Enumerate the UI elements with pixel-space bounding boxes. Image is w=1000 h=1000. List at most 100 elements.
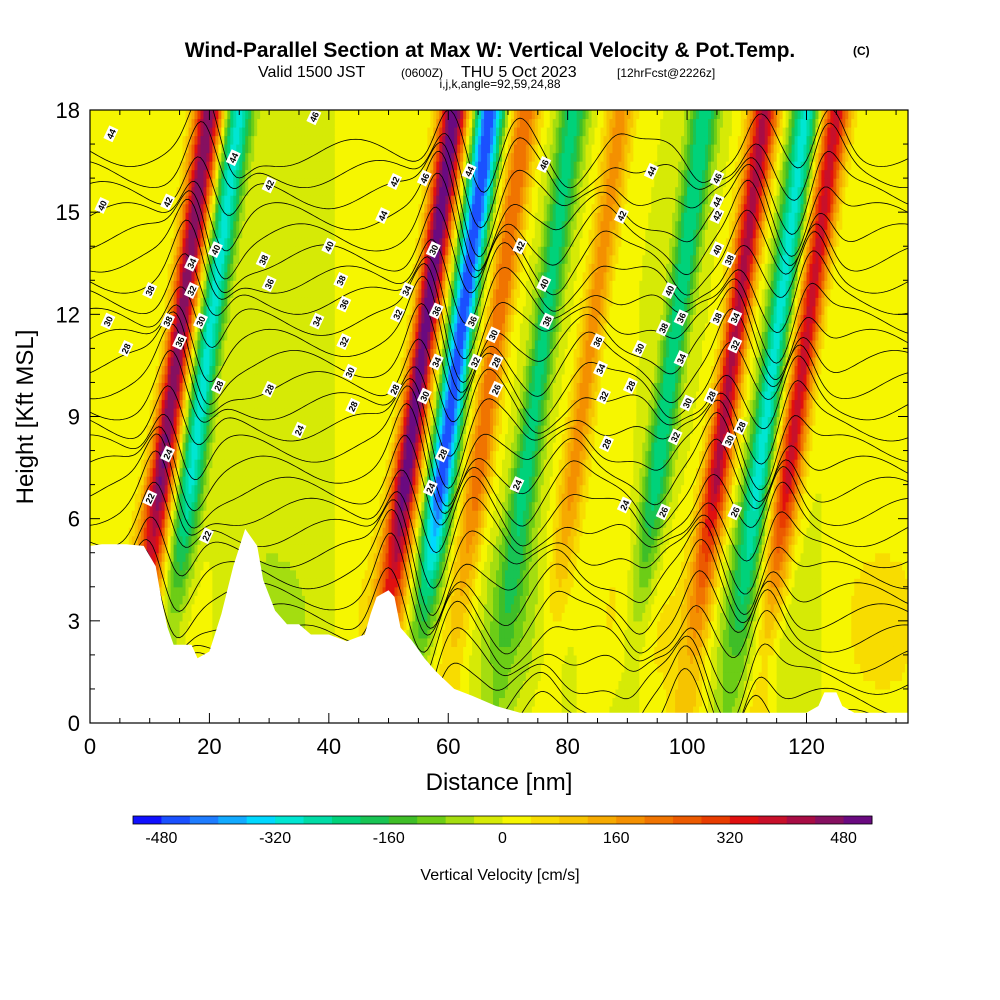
velocity-cell [137, 331, 142, 341]
velocity-cell [92, 348, 97, 358]
velocity-cell [164, 118, 169, 128]
velocity-cell [137, 493, 142, 503]
velocity-cell [173, 518, 178, 528]
velocity-cell [95, 527, 100, 537]
velocity-cell [158, 561, 163, 571]
velocity-cell [122, 254, 127, 264]
velocity-cell [176, 152, 181, 162]
velocity-cell [182, 237, 187, 247]
velocity-cell [107, 271, 112, 281]
velocity-cell [92, 161, 97, 171]
velocity-cell [90, 246, 94, 256]
velocity-cell [185, 561, 190, 571]
velocity-cell [92, 254, 97, 264]
velocity-cell [116, 229, 121, 239]
velocity-cell [179, 246, 184, 256]
velocity-cell [113, 365, 118, 375]
velocity-cell [155, 476, 160, 486]
velocity-cell [128, 535, 133, 545]
velocity-cell [122, 237, 127, 247]
velocity-cell [167, 254, 172, 264]
velocity-cell [107, 484, 112, 494]
velocity-cell [116, 246, 121, 256]
velocity-cell [104, 229, 109, 239]
velocity-cell [170, 178, 175, 188]
velocity-cell [137, 416, 142, 426]
velocity-cell [179, 459, 184, 469]
velocity-cell [182, 314, 187, 324]
velocity-cell [128, 407, 133, 418]
velocity-cell [149, 314, 154, 324]
velocity-cell [90, 450, 94, 460]
velocity-cell [173, 629, 178, 639]
velocity-cell [110, 518, 115, 528]
velocity-cell [134, 518, 139, 528]
velocity-cell [182, 297, 187, 307]
velocity-cell [164, 433, 169, 443]
velocity-cell [104, 237, 109, 247]
velocity-cell [113, 254, 118, 264]
velocity-cell [113, 382, 118, 392]
velocity-cell [158, 118, 163, 128]
velocity-cell [137, 288, 142, 298]
velocity-cell [173, 110, 178, 120]
velocity-cell [170, 263, 175, 273]
velocity-cell [140, 203, 145, 213]
velocity-cell [122, 356, 127, 367]
velocity-cell [176, 586, 181, 596]
velocity-cell [146, 476, 151, 486]
velocity-cell [119, 195, 124, 205]
velocity-cell [104, 118, 109, 128]
velocity-cell [113, 476, 118, 486]
velocity-cell [137, 459, 142, 469]
velocity-cell [176, 637, 181, 647]
velocity-cell [167, 518, 172, 528]
velocity-cell [170, 118, 175, 128]
velocity-cell [122, 365, 127, 375]
velocity-cell [158, 246, 163, 256]
velocity-cell [116, 314, 121, 324]
velocity-cell [167, 186, 172, 196]
velocity-cell [113, 407, 118, 418]
velocity-cell [95, 459, 100, 469]
velocity-cell [179, 399, 184, 409]
velocity-cell [176, 135, 181, 145]
velocity-cell [122, 297, 127, 307]
velocity-cell [179, 169, 184, 179]
velocity-cell [176, 595, 181, 605]
velocity-cell [101, 501, 106, 511]
velocity-cell [176, 237, 181, 247]
velocity-cell [185, 297, 190, 307]
velocity-cell [158, 229, 163, 239]
velocity-cell [104, 254, 109, 264]
velocity-cell [170, 390, 175, 401]
velocity-cell [125, 220, 130, 230]
velocity-cell [110, 501, 115, 511]
velocity-cell [158, 578, 163, 588]
velocity-cell [134, 459, 139, 469]
velocity-cell [152, 288, 157, 298]
velocity-cell [140, 373, 145, 384]
velocity-cell [179, 348, 184, 358]
velocity-cell [173, 501, 178, 511]
velocity-cell [173, 373, 178, 384]
velocity-cell [92, 322, 97, 332]
velocity-cell [122, 161, 127, 171]
velocity-cell [185, 203, 190, 213]
velocity-cell [119, 280, 124, 290]
velocity-cell [128, 476, 133, 486]
velocity-cell [104, 212, 109, 222]
velocity-cell [161, 569, 166, 579]
velocity-cell [119, 518, 124, 528]
velocity-cell [158, 586, 163, 596]
velocity-cell [143, 322, 148, 332]
velocity-cell [155, 373, 160, 384]
velocity-cell [158, 254, 163, 264]
velocity-cell [161, 390, 166, 401]
velocity-cell [140, 399, 145, 409]
velocity-cell [92, 433, 97, 443]
velocity-cell [116, 280, 121, 290]
velocity-cell [134, 484, 139, 494]
velocity-cell [155, 110, 160, 120]
velocity-cell [179, 152, 184, 162]
